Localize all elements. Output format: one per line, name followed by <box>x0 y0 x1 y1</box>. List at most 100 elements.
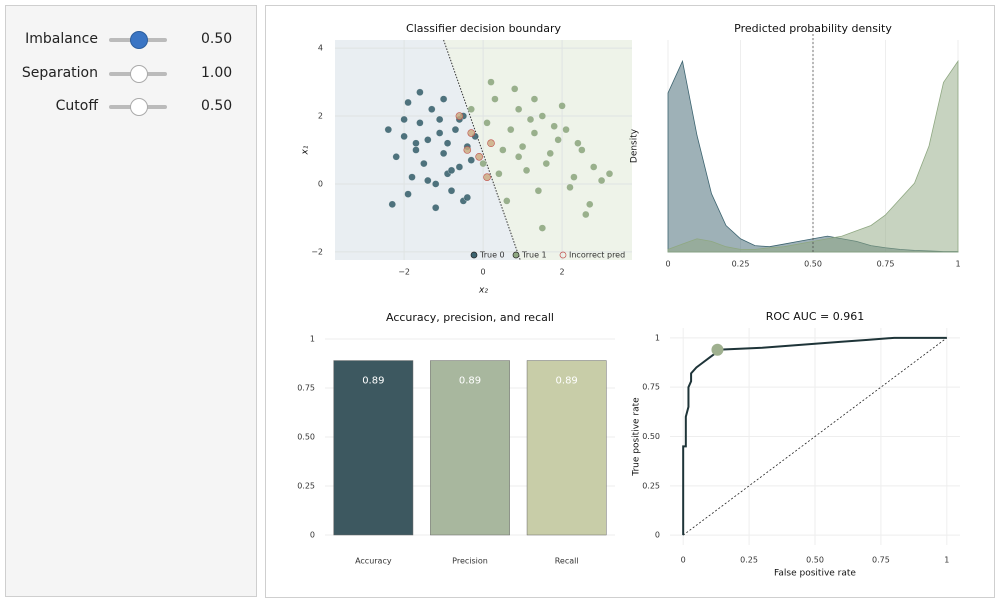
point <box>558 102 566 110</box>
chart-title: Accuracy, precision, and recall <box>386 311 554 324</box>
point <box>455 112 464 120</box>
point <box>436 115 444 124</box>
slider-row: Separation 1.00 <box>6 62 258 86</box>
slider-knob[interactable] <box>130 98 148 116</box>
point <box>392 153 400 161</box>
point <box>538 112 546 120</box>
point <box>447 166 456 175</box>
point <box>570 173 578 181</box>
slider-row: Cutoff 0.50 <box>6 95 258 119</box>
point <box>432 180 440 188</box>
point <box>420 159 428 168</box>
x-tick-label: 0.75 <box>877 260 895 269</box>
y-axis-label: x₁ <box>301 145 311 155</box>
x-tick-label: 0.75 <box>872 556 890 565</box>
point <box>455 163 464 171</box>
point <box>605 170 614 178</box>
point <box>534 187 543 195</box>
y-tick-label: 0.75 <box>297 384 315 393</box>
value-label: 0.89 <box>362 376 384 387</box>
point <box>416 88 424 96</box>
point <box>542 159 550 168</box>
point <box>566 183 574 191</box>
point <box>530 95 539 103</box>
x-axis-label: False positive rate <box>774 569 856 579</box>
point <box>550 122 558 130</box>
point <box>388 200 396 208</box>
x-tick-label: Recall <box>555 557 579 566</box>
point <box>424 176 432 185</box>
x-tick-label: 0.25 <box>732 260 750 269</box>
point <box>400 132 408 141</box>
y-tick-label: 1 <box>655 333 660 342</box>
x-tick-label: Accuracy <box>355 557 392 566</box>
y-axis-label: Density <box>630 128 640 163</box>
point <box>554 136 562 144</box>
point <box>487 139 495 148</box>
chart-title: Classifier decision boundary <box>406 22 561 35</box>
x-tick-label: 0 <box>481 268 486 277</box>
point <box>447 187 456 195</box>
point <box>384 125 392 134</box>
slider-row: Imbalance 0.50 <box>6 28 258 52</box>
point <box>404 190 412 198</box>
point <box>597 176 606 185</box>
point <box>491 95 499 103</box>
point <box>467 105 475 113</box>
point <box>574 139 582 147</box>
roc-curve <box>682 336 947 536</box>
x-tick-label: 0 <box>681 556 686 565</box>
x-tick-label: 0.25 <box>740 556 758 565</box>
point <box>562 125 570 134</box>
point <box>515 153 523 161</box>
point <box>546 149 554 158</box>
point <box>483 119 491 127</box>
slider-knob[interactable] <box>130 65 148 83</box>
point <box>463 193 471 202</box>
bar <box>430 360 510 536</box>
slider-label: Cutoff <box>55 98 98 114</box>
point <box>432 204 440 212</box>
point <box>507 125 515 134</box>
slider-value: 0.50 <box>201 98 233 114</box>
x-tick-label: Precision <box>452 557 488 566</box>
point <box>416 119 424 127</box>
point <box>518 142 527 151</box>
point <box>526 115 535 124</box>
y-tick-label: 0.25 <box>297 482 315 491</box>
chart-title: Predicted probability density <box>734 22 892 35</box>
slider-knob[interactable] <box>130 31 148 49</box>
y-tick-label: −2 <box>311 247 323 256</box>
y-tick-label: 0.75 <box>642 383 660 392</box>
legend-label: Incorrect pred <box>569 251 625 260</box>
point <box>424 136 432 144</box>
operating-point <box>711 343 724 356</box>
point <box>483 173 491 181</box>
chart-title: ROC AUC = 0.961 <box>766 310 864 323</box>
point <box>408 173 416 181</box>
y-tick-label: 2 <box>318 112 323 121</box>
y-tick-label: 4 <box>318 44 323 53</box>
point <box>436 129 444 137</box>
point <box>467 129 476 137</box>
point <box>451 125 460 134</box>
point <box>400 115 408 124</box>
point <box>515 105 523 113</box>
point <box>439 149 448 158</box>
point <box>443 139 452 147</box>
point <box>439 95 448 103</box>
point <box>428 105 436 113</box>
slider-value: 1.00 <box>201 65 233 81</box>
legend-label: True 0 <box>479 251 505 260</box>
y-tick-label: 1 <box>310 335 315 344</box>
point <box>503 197 511 205</box>
point <box>404 98 412 107</box>
legend-marker <box>559 251 567 259</box>
control-panel: Imbalance 0.50 Separation 1.00 Cutoff 0.… <box>5 5 257 597</box>
point <box>511 85 519 93</box>
y-axis-label: True positive rate <box>632 397 642 477</box>
y-tick-label: 0 <box>318 179 323 188</box>
y-tick-label: 0 <box>310 531 315 540</box>
point <box>582 210 590 219</box>
